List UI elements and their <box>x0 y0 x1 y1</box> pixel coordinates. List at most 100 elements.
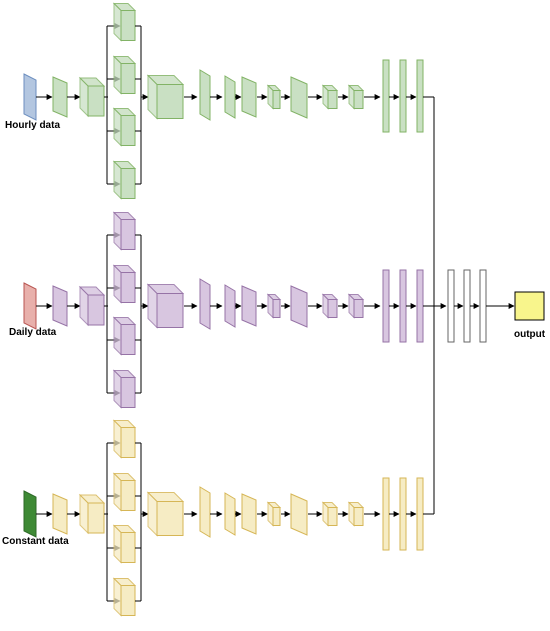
small-block <box>347 84 365 110</box>
daily-data-label: Daily data <box>9 327 57 338</box>
layer-front-face <box>272 507 281 526</box>
layer-side-face <box>113 2 122 42</box>
small-block <box>266 293 282 319</box>
layer-front-face <box>120 115 136 146</box>
layer-front-face <box>87 85 105 117</box>
small-block <box>321 501 339 527</box>
parallel-conv-4 <box>112 160 137 200</box>
dense-layer-3 <box>416 59 424 133</box>
dense-layer-1 <box>382 269 390 343</box>
parallel-conv-4 <box>112 369 137 409</box>
layer-front-face <box>120 480 136 511</box>
layer-front-face <box>353 90 364 109</box>
layer-front-face <box>272 90 281 109</box>
conv-block <box>78 285 106 327</box>
parallel-conv-3 <box>112 107 137 147</box>
conv-layer <box>52 493 68 535</box>
concat-block <box>146 283 185 329</box>
layer-side-face <box>113 524 122 564</box>
layer-front-face <box>120 272 136 303</box>
output-box <box>514 291 545 321</box>
layer-front-face <box>87 294 105 326</box>
layer-side-face <box>113 369 122 409</box>
layer-front-face <box>120 585 136 616</box>
hourly-data-label: Hourly data <box>5 120 60 131</box>
small-block <box>347 501 365 527</box>
layer-front-face <box>120 63 136 94</box>
layer-front-face <box>120 532 136 563</box>
small-block <box>266 84 282 110</box>
daily-input-slab <box>23 282 37 330</box>
dense-layer-1 <box>382 477 390 551</box>
layer-side-face <box>113 211 122 251</box>
pooling-layer <box>199 278 211 330</box>
layer-side-face <box>113 316 122 356</box>
merged-dense-layer-2 <box>463 269 471 343</box>
parallel-conv-2 <box>112 472 137 512</box>
hourly-branch <box>23 2 434 200</box>
constant-data-label: Constant data <box>2 536 69 547</box>
conv-layer <box>224 75 236 119</box>
dense-layer-1 <box>382 59 390 133</box>
small-block <box>321 293 339 319</box>
dense-layer-3 <box>416 269 424 343</box>
conv-layer <box>290 76 308 119</box>
output-label: output <box>514 329 546 340</box>
layer-front-face <box>353 299 364 318</box>
small-block <box>347 293 365 319</box>
conv-layer <box>241 285 257 327</box>
parallel-conv-2 <box>112 55 137 95</box>
constant-branch <box>23 419 434 617</box>
layer-front-face <box>327 90 338 109</box>
layer-front-face <box>120 427 136 458</box>
conv-layer <box>52 76 68 118</box>
layer-side-face <box>113 264 122 304</box>
conv-layer <box>241 493 257 535</box>
layer-front-face <box>120 219 136 250</box>
layer-side-face <box>113 472 122 512</box>
parallel-conv-1 <box>112 211 137 251</box>
layer-front-face <box>156 293 184 328</box>
dense-layer-3 <box>416 477 424 551</box>
layer-front-face <box>327 299 338 318</box>
parallel-conv-1 <box>112 2 137 42</box>
layer-front-face <box>120 377 136 408</box>
conv-layer <box>224 284 236 328</box>
layer-front-face <box>272 299 281 318</box>
merged-dense-layer-3 <box>479 269 487 343</box>
dense-layer-2 <box>399 477 407 551</box>
conv-block <box>78 493 106 535</box>
dense-layer-2 <box>399 269 407 343</box>
parallel-conv-4 <box>112 577 137 617</box>
dense-layer-2 <box>399 59 407 133</box>
layer-side-face <box>113 55 122 95</box>
parallel-conv-2 <box>112 264 137 304</box>
conv-layer <box>224 492 236 536</box>
layer-front-face <box>120 324 136 355</box>
pooling-layer <box>199 486 211 538</box>
merged-dense-layer-1 <box>447 269 455 343</box>
small-block <box>266 501 282 527</box>
parallel-conv-3 <box>112 524 137 564</box>
parallel-conv-1 <box>112 419 137 459</box>
layer-front-face <box>327 507 338 526</box>
layer-front-face <box>353 507 364 526</box>
layer-side-face <box>113 160 122 200</box>
layer-side-face <box>113 577 122 617</box>
conv-layer <box>52 285 68 327</box>
layer-front-face <box>120 10 136 41</box>
hourly-input-slab <box>23 73 37 121</box>
concat-block <box>146 491 185 537</box>
layer-front-face <box>156 501 184 536</box>
daily-branch <box>23 211 434 409</box>
pooling-layer <box>199 69 211 121</box>
layer-front-face <box>120 168 136 199</box>
constant-input-slab <box>23 490 37 538</box>
conv-layer <box>290 493 308 536</box>
layer-front-face <box>87 502 105 534</box>
conv-layer <box>241 76 257 118</box>
layer-side-face <box>113 107 122 147</box>
parallel-conv-3 <box>112 316 137 356</box>
conv-block <box>78 76 106 118</box>
